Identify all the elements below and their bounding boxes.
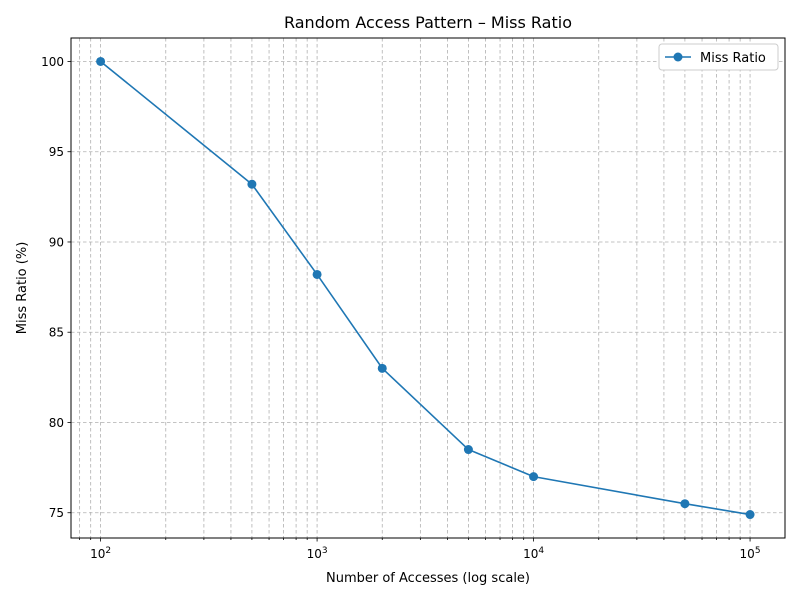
x-tick-label: 104 bbox=[523, 546, 544, 561]
y-tick-label: 85 bbox=[49, 326, 64, 340]
data-point bbox=[312, 269, 322, 279]
y-tick-label: 95 bbox=[49, 145, 64, 159]
x-tick-exponent: 3 bbox=[322, 546, 328, 556]
data-point bbox=[463, 445, 473, 455]
y-axis-label: Miss Ratio (%) bbox=[15, 242, 30, 335]
series-layer bbox=[96, 56, 755, 520]
plot-area bbox=[71, 38, 785, 538]
x-tick-label: 102 bbox=[90, 546, 111, 561]
x-tick-base: 10 bbox=[740, 547, 755, 561]
x-tick-base: 10 bbox=[523, 547, 538, 561]
x-tick-label: 105 bbox=[740, 546, 761, 561]
chart-title: Random Access Pattern – Miss Ratio bbox=[284, 13, 572, 32]
x-tick-label: 103 bbox=[307, 546, 328, 561]
data-point bbox=[377, 363, 387, 373]
legend-label: Miss Ratio bbox=[700, 51, 766, 66]
data-point bbox=[680, 499, 690, 509]
x-tick-base: 10 bbox=[90, 547, 105, 561]
x-axis-label: Number of Accesses (log scale) bbox=[326, 571, 530, 586]
legend-box bbox=[658, 43, 779, 71]
x-tick-exponent: 5 bbox=[755, 546, 761, 556]
y-tick-label: 90 bbox=[49, 235, 64, 249]
x-tick-exponent: 2 bbox=[105, 546, 111, 556]
data-point bbox=[529, 472, 539, 482]
y-tick-label: 100 bbox=[41, 55, 64, 69]
legend-marker bbox=[673, 52, 683, 62]
legend: Miss Ratio bbox=[658, 43, 779, 71]
data-point bbox=[247, 179, 257, 189]
y-tick-label: 80 bbox=[49, 416, 64, 430]
data-point bbox=[745, 510, 755, 520]
plot-frame bbox=[70, 37, 786, 539]
y-tick-label: 75 bbox=[49, 506, 64, 520]
x-tick-exponent: 4 bbox=[538, 546, 544, 556]
data-point bbox=[96, 56, 106, 66]
grid-layer bbox=[71, 38, 785, 538]
series-line bbox=[100, 60, 751, 516]
x-tick-base: 10 bbox=[307, 547, 322, 561]
